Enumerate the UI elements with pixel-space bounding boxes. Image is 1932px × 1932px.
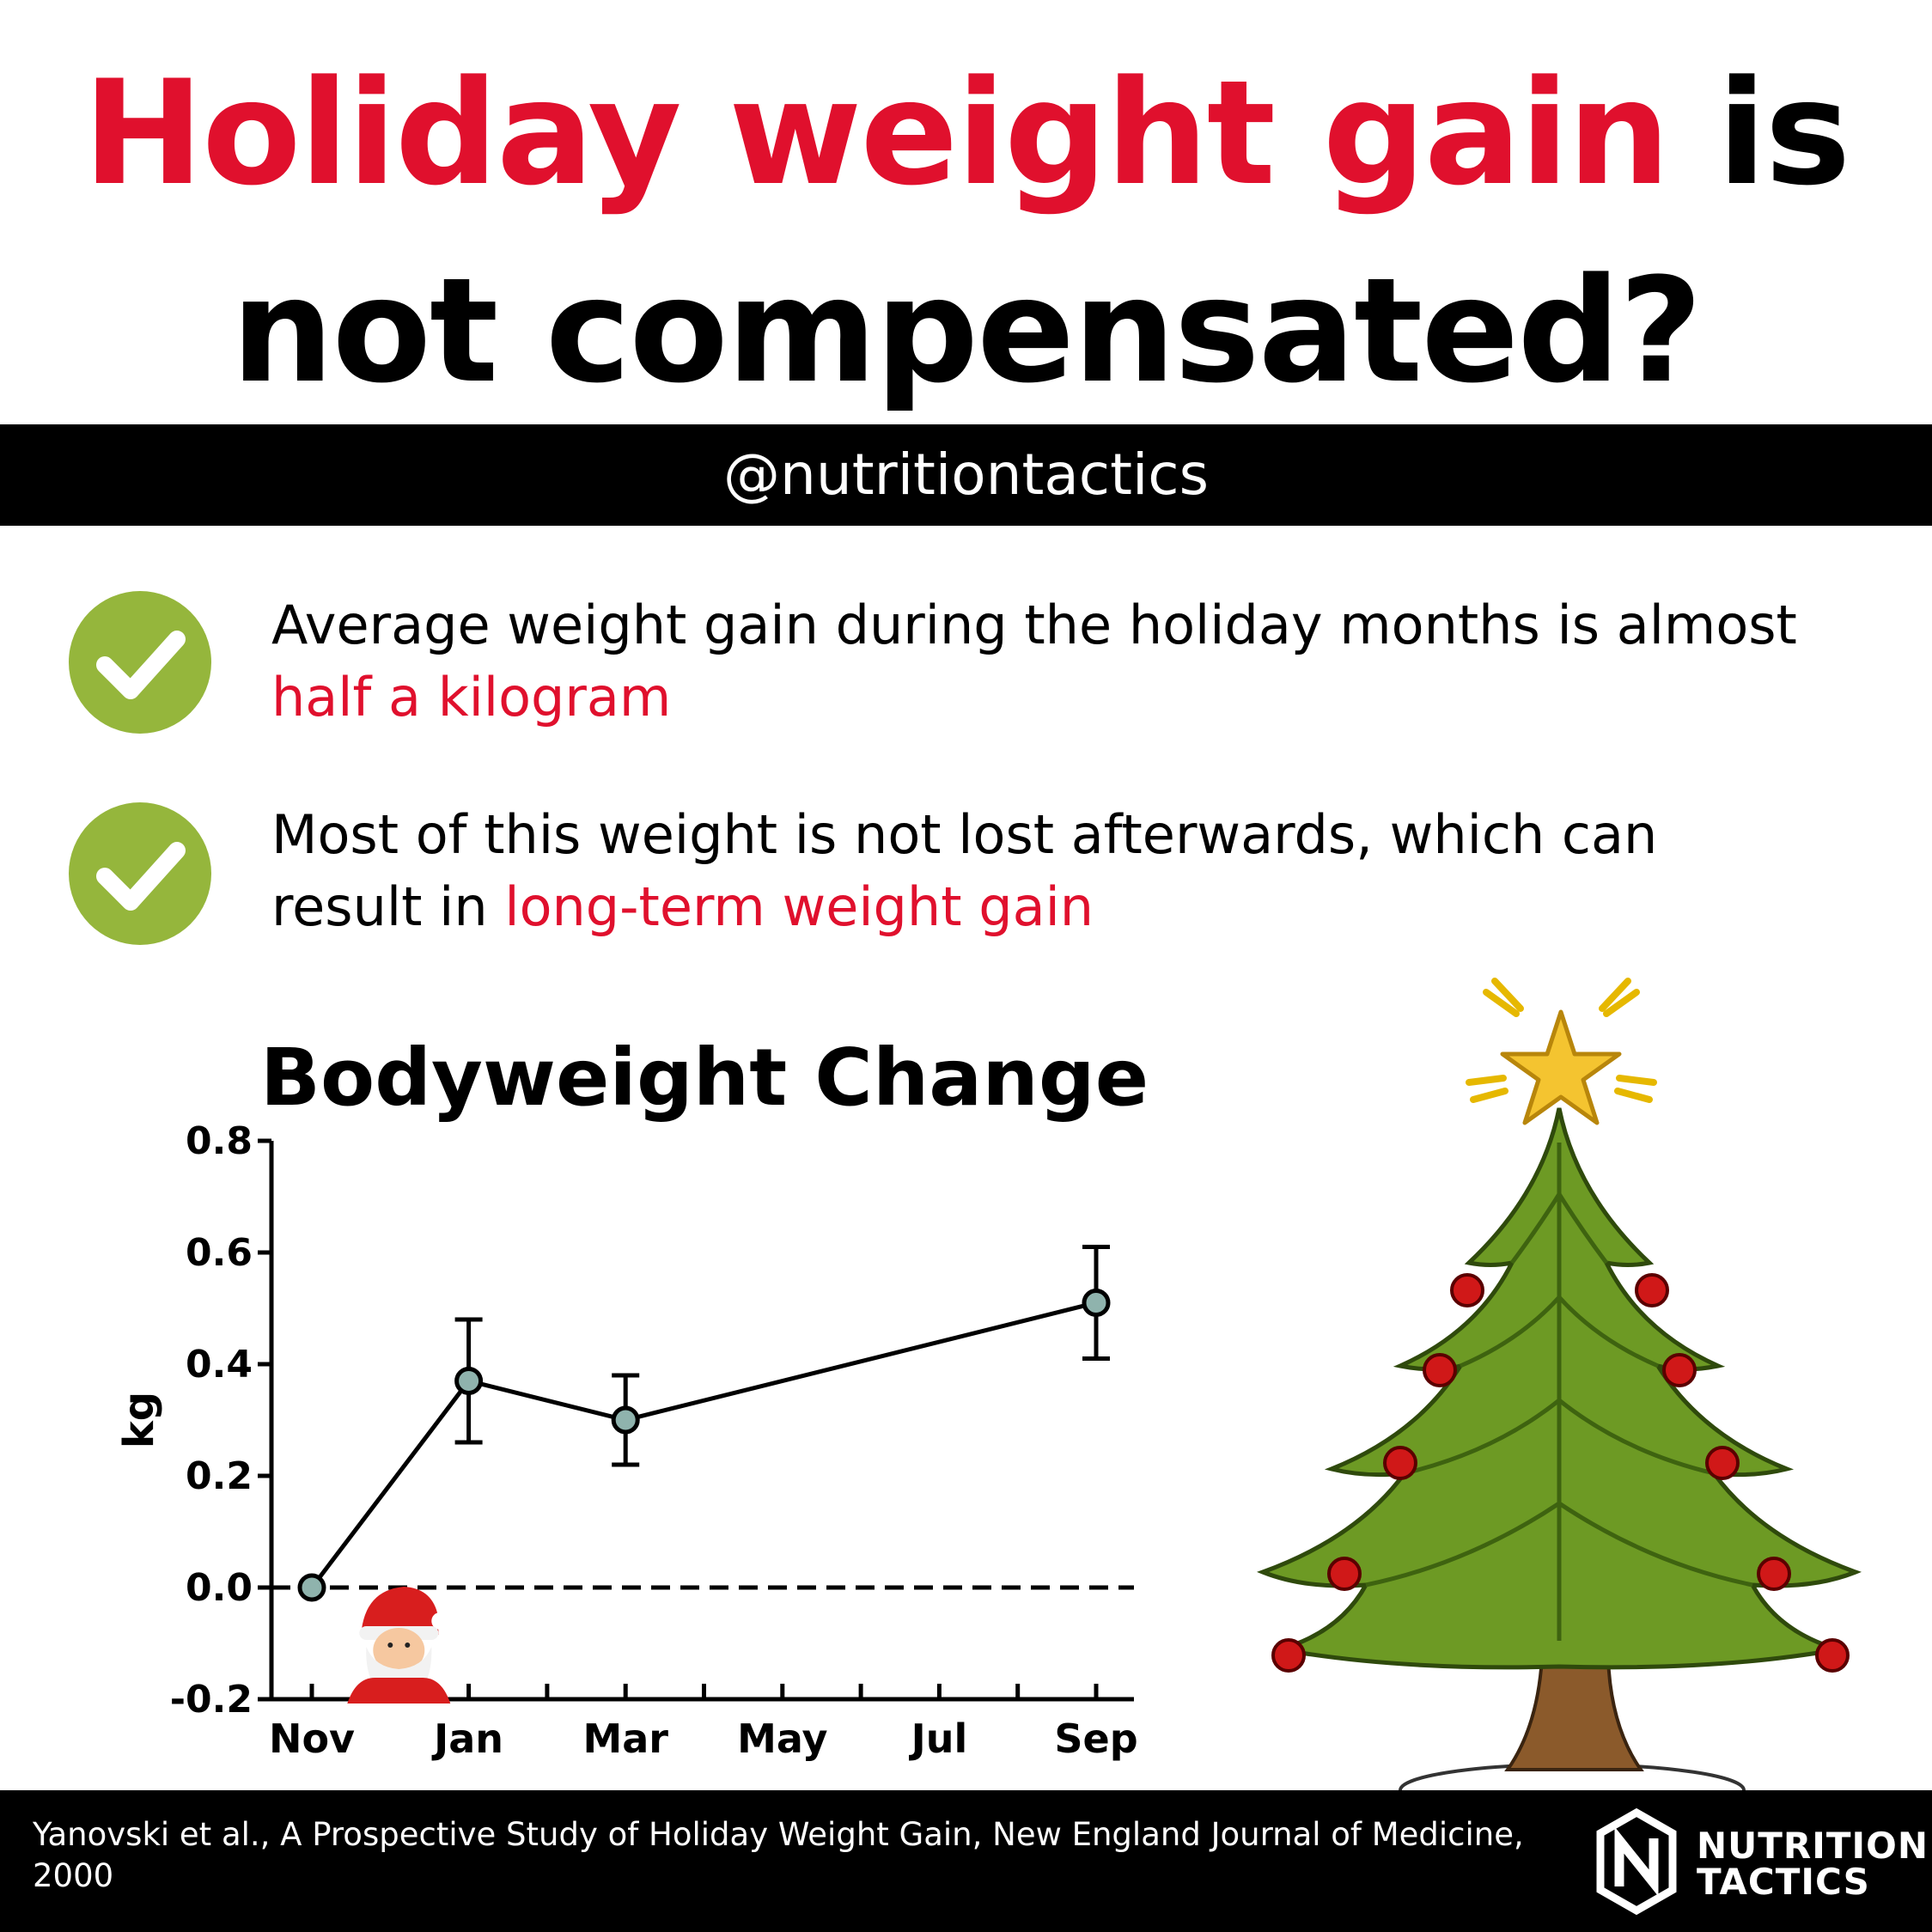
headline-black-text-1: is: [1668, 49, 1851, 217]
y-tick-label: 0.2: [186, 1454, 253, 1498]
bodyweight-chart: 0.8 0.6 0.4 0.2 0.0 -0.2 kg Nov Jan Mar May Jul Sep: [115, 1119, 1138, 1762]
headline-red-text: Holiday weight gain: [82, 49, 1671, 217]
brand-wordmark: NUTRITION TACTICS: [1697, 1828, 1929, 1900]
citation-text: Yanovski et al., A Prospective Study of …: [33, 1816, 1524, 1894]
headline: Holiday weight gain is not compensated?: [0, 34, 1932, 430]
chart-title: Bodyweight Change: [259, 1032, 1149, 1124]
santa-icon: [347, 1587, 451, 1703]
headline-line-2: not compensated?: [231, 247, 1703, 415]
footer-bar: Yanovski et al., A Prospective Study of …: [0, 1790, 1932, 1932]
christmas-tree-icon: [1256, 978, 1862, 1790]
data-point-marker: [611, 1405, 640, 1435]
y-tick-label: 0.8: [186, 1119, 253, 1163]
x-tick-label: May: [737, 1716, 827, 1762]
santa-eye: [405, 1643, 411, 1648]
nutrition-tactics-logo-icon: [1596, 1807, 1677, 1915]
social-handle: @nutritiontactics: [723, 442, 1209, 508]
y-tick-label: -0.2: [170, 1678, 253, 1722]
brand-line-2: TACTICS: [1697, 1861, 1870, 1903]
x-tick-label: Sep: [1054, 1716, 1137, 1762]
santa-coat: [347, 1678, 451, 1703]
santa-hat: [361, 1587, 439, 1635]
data-point-marker: [1082, 1289, 1111, 1317]
key-point-1: Average weight gain during the holiday m…: [271, 589, 1818, 734]
key-point-1-text: Average weight gain during the holiday m…: [271, 594, 1797, 656]
data-point-marker: [297, 1573, 326, 1602]
check-icon: [69, 802, 211, 945]
y-tick-label: 0.0: [186, 1566, 253, 1610]
key-point-2: Most of this weight is not lost afterwar…: [271, 799, 1818, 943]
y-tick-label: 0.4: [186, 1343, 253, 1387]
series-line: [310, 1301, 1097, 1589]
x-tick-label: Jan: [431, 1716, 503, 1762]
santa-hat-pom: [431, 1612, 449, 1630]
headline-line-1: Holiday weight gain is: [0, 34, 1932, 232]
key-point-2-text: Most of this weight is not lost afterwar…: [271, 803, 1658, 938]
data-point-marker: [454, 1367, 484, 1395]
y-axis-label: kg: [115, 1392, 163, 1448]
handle-banner: @nutritiontactics: [0, 424, 1932, 526]
check-icon: [69, 591, 211, 734]
brand-line-1: NUTRITION: [1697, 1825, 1929, 1867]
santa-face: [373, 1628, 425, 1673]
key-point-1-highlight: half a kilogram: [271, 666, 672, 728]
x-tick-label: Mar: [582, 1716, 668, 1762]
x-tick-label: Jul: [909, 1716, 968, 1762]
key-point-2-highlight: long-term weight gain: [504, 875, 1094, 938]
y-tick-label: 0.6: [186, 1231, 253, 1275]
x-tick-label: Nov: [269, 1716, 355, 1762]
santa-eye: [387, 1643, 393, 1648]
